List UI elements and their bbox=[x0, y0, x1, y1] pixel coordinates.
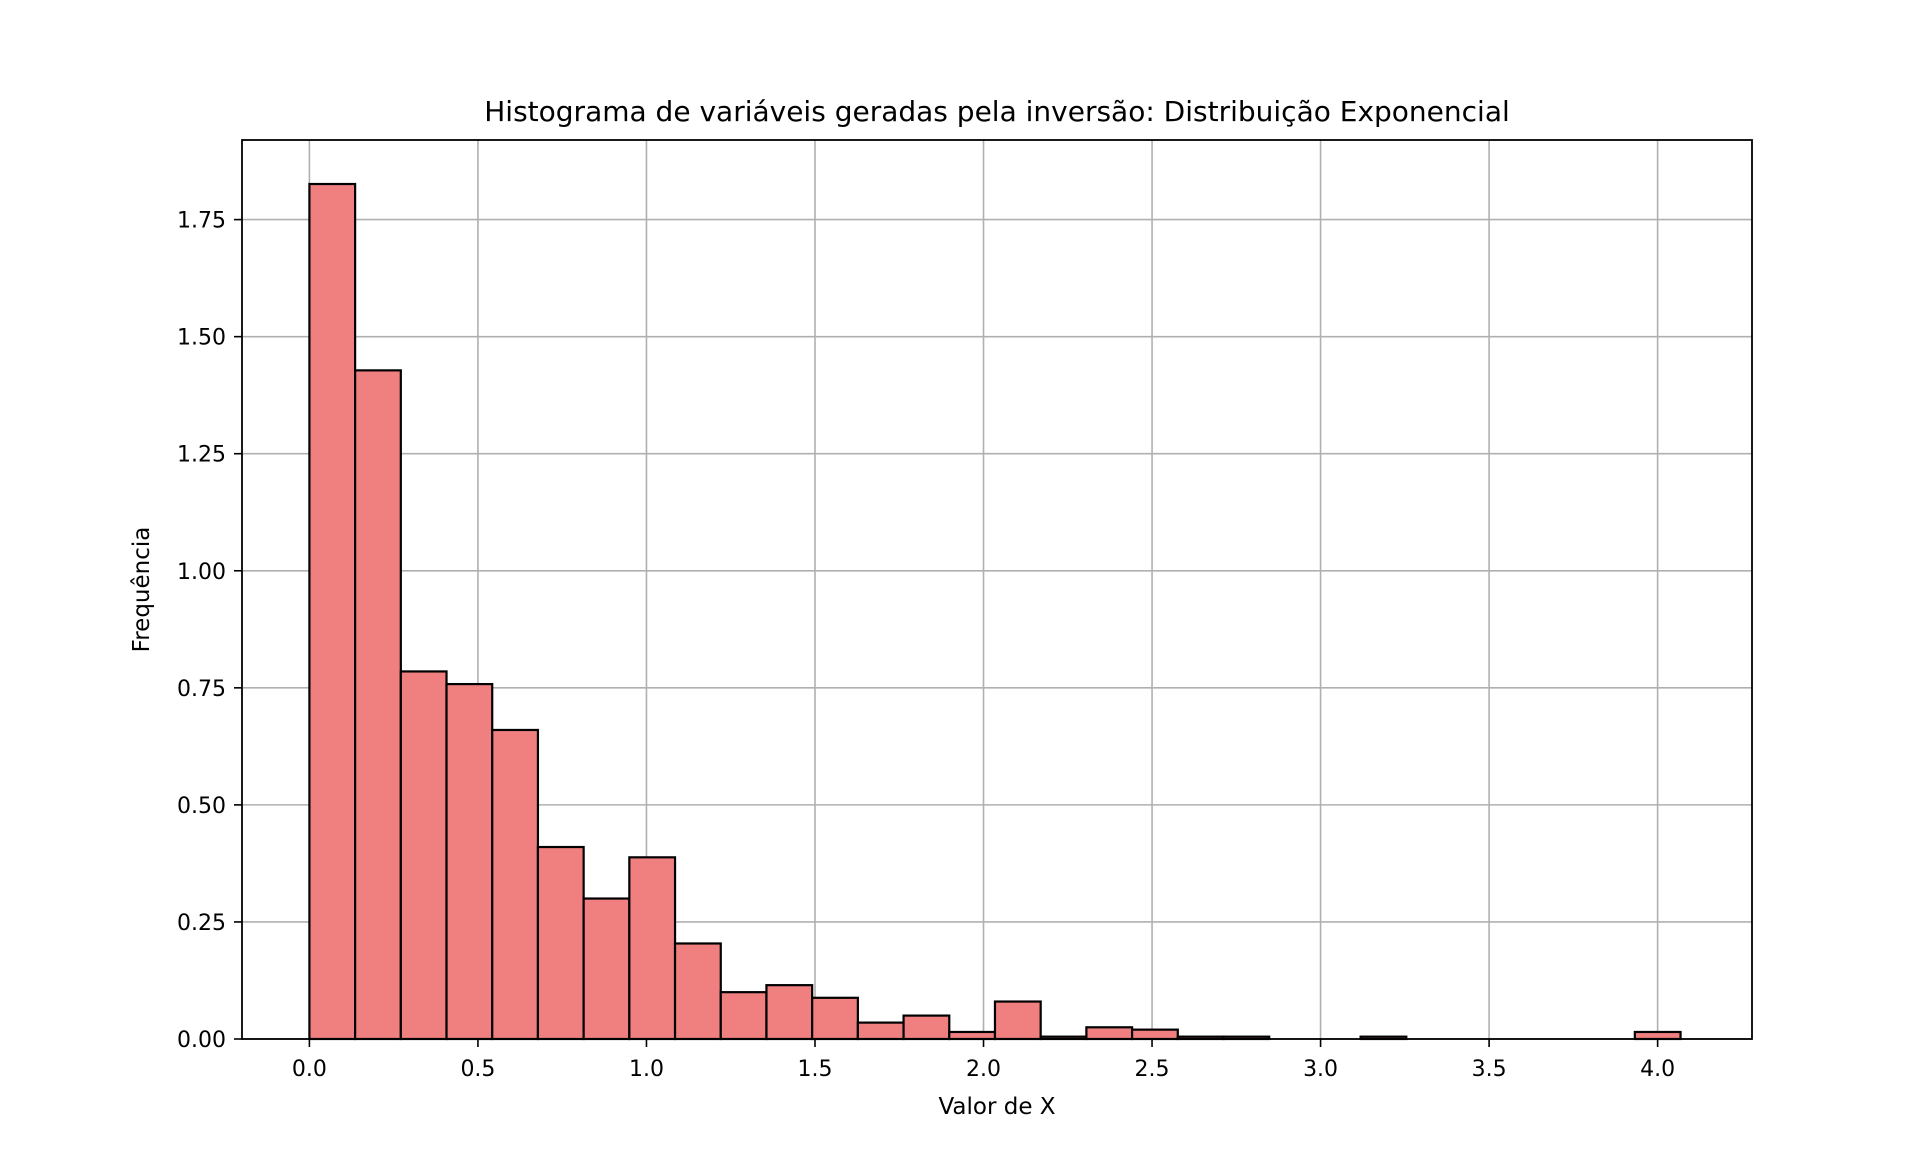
y-tick-label: 1.75 bbox=[177, 209, 226, 234]
histogram-bar bbox=[811, 996, 859, 1041]
histogram-bar bbox=[719, 991, 768, 1041]
histogram-bar bbox=[902, 1014, 951, 1041]
histogram-bar bbox=[354, 369, 402, 1041]
histogram-bar bbox=[1130, 1028, 1179, 1041]
x-tick-label: 4.0 bbox=[1640, 1057, 1675, 1082]
histogram-bar bbox=[491, 728, 540, 1041]
y-tick-label: 0.75 bbox=[177, 677, 226, 702]
histogram-bar bbox=[536, 845, 585, 1041]
x-tick-label: 0.0 bbox=[292, 1057, 327, 1082]
x-axis-label: Valor de X bbox=[938, 1094, 1055, 1120]
x-tick-label: 2.5 bbox=[1135, 1057, 1170, 1082]
x-tick-label: 3.0 bbox=[1303, 1057, 1338, 1082]
y-tick-label: 1.00 bbox=[177, 560, 226, 585]
histogram-bar bbox=[628, 856, 677, 1041]
y-tick-label: 0.25 bbox=[177, 911, 226, 936]
x-tick-label: 3.5 bbox=[1472, 1057, 1507, 1082]
plot-area-frame bbox=[241, 139, 1753, 1040]
histogram-bar bbox=[308, 182, 357, 1041]
histogram-bar bbox=[1085, 1026, 1134, 1041]
y-tick-label: 0.50 bbox=[177, 794, 226, 819]
x-tick-label: 2.0 bbox=[966, 1057, 1001, 1082]
histogram-bar bbox=[399, 670, 448, 1041]
y-axis-label: Frequência bbox=[129, 527, 155, 653]
histogram-bar bbox=[673, 942, 722, 1041]
histogram-bar bbox=[445, 682, 494, 1041]
histogram-bars bbox=[308, 182, 1682, 1041]
histogram-bar bbox=[765, 984, 814, 1041]
chart-title: Histograma de variáveis geradas pela inv… bbox=[484, 95, 1510, 128]
histogram-bar bbox=[856, 1021, 905, 1041]
histogram-bar bbox=[993, 1000, 1042, 1041]
histogram-bar bbox=[582, 897, 631, 1041]
histogram-bar bbox=[1633, 1030, 1682, 1041]
axis-ticks: 0.0 0.5 1.0 1.5 2.0 2.5 3.0 3.5 4.0 0.00 0.25 0.50 0… bbox=[177, 209, 1675, 1082]
x-tick-label: 1.0 bbox=[629, 1057, 664, 1082]
y-tick-label: 0.00 bbox=[177, 1028, 226, 1053]
y-tick-label: 1.50 bbox=[177, 326, 226, 351]
y-tick-label: 1.25 bbox=[177, 443, 226, 468]
x-tick-label: 0.5 bbox=[460, 1057, 495, 1082]
histogram-bar bbox=[948, 1030, 997, 1041]
x-tick-label: 1.5 bbox=[797, 1057, 832, 1082]
